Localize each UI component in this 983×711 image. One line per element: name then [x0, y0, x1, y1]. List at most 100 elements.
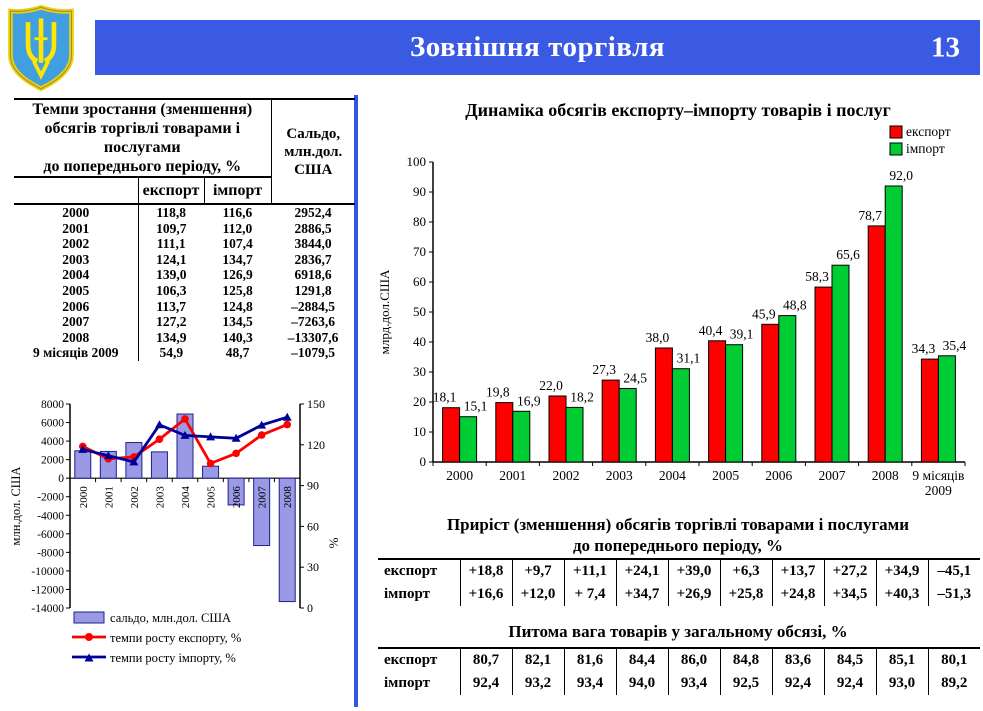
value-cell: +13,7 — [772, 559, 825, 583]
table-row: 2000 118,8 116,6 2952,4 — [14, 204, 355, 221]
export-cell: 118,8 — [156, 205, 187, 220]
export-data-label: 34,3 — [912, 341, 936, 356]
legend-export-swatch — [889, 125, 903, 139]
saldo-cell: 2952,4 — [294, 205, 332, 220]
value-cell: +34,7 — [616, 583, 669, 606]
import-data-label: 18,2 — [570, 389, 594, 404]
export-data-label: 19,8 — [486, 385, 510, 400]
export-bar — [761, 323, 780, 463]
y-tick-label: 20 — [413, 394, 426, 409]
goods-share-table-title: Питома вага товарів у загальному обсязі,… — [508, 622, 848, 641]
y2-tick-label: 30 — [307, 560, 319, 574]
import-data-label: 35,4 — [943, 338, 967, 353]
x-tick-label: 2000 — [446, 468, 473, 483]
goods-share-table: експорт 80,7 82,1 81,6 84,4 86,0 84,8 83,6 84,5 8… — [378, 647, 980, 695]
export-data-label: 45,9 — [752, 306, 776, 321]
circle-marker — [155, 435, 164, 444]
import-bar — [618, 388, 637, 463]
value-cell: 94,0 — [616, 672, 669, 695]
export-cell: 127,2 — [156, 314, 187, 330]
period-cell: 2001 — [14, 220, 139, 237]
import-cell: 112,0 — [222, 220, 253, 236]
period-cell: 2007 — [14, 314, 139, 330]
export-data-label: 27,3 — [592, 362, 616, 377]
period-cell: 2005 — [14, 282, 139, 299]
saldo-bar — [253, 477, 271, 547]
legend-import-swatch — [889, 142, 903, 156]
period-cell: 2003 — [14, 251, 139, 268]
import-cell: 125,8 — [222, 282, 253, 298]
growth-rate-table: експорт +18,8 +9,7 +11,1 +24,1 +39,0 +6,3 +13,7… — [378, 558, 980, 606]
value-cell: 82,1 — [512, 648, 565, 672]
import-bar — [778, 315, 797, 463]
period-cell: 2006 — [14, 298, 139, 315]
period-cell: 2004 — [14, 267, 139, 283]
header-bar: Зовнішня торгівля 13 — [95, 20, 980, 75]
value-cell: 85,1 — [876, 648, 929, 672]
growth-rate-table-title: Приріст (зменшення) обсягів торгівлі тов… — [446, 515, 910, 555]
x-tick-label: 2008 — [282, 486, 294, 509]
value-cell: 92,4 — [772, 672, 825, 695]
saldo-cell: –7263,6 — [291, 314, 335, 330]
import-data-label: 24,5 — [623, 371, 647, 386]
export-bar — [442, 407, 461, 463]
y2-axis-label: % — [326, 537, 341, 548]
triangle-marker — [206, 432, 216, 441]
export-cell: 134,9 — [156, 329, 187, 345]
circle-marker — [206, 459, 215, 468]
export-bar — [601, 379, 620, 463]
import-bar — [831, 264, 850, 463]
saldo-cell: 2836,7 — [294, 251, 332, 267]
y-tick-label: 100 — [407, 154, 427, 169]
value-cell: +24,1 — [616, 559, 669, 583]
import-data-label: 15,1 — [464, 399, 488, 414]
row-label: імпорт — [378, 672, 461, 695]
import-data-label: 92,0 — [889, 168, 913, 183]
import-bar — [565, 406, 584, 463]
y-tick-label: 6000 — [41, 418, 64, 430]
value-cell: +16,6 — [460, 583, 513, 606]
saldo-cell: 6918,6 — [294, 267, 332, 283]
saldo-growth-combo-chart: 8000 6000 4000 2000 0 -2000 -4000 -6000 -8000 -10… — [9, 397, 341, 665]
circle-marker — [181, 415, 189, 423]
export-cell: 139,0 — [156, 267, 187, 283]
y2-tick-label: 150 — [307, 397, 325, 411]
table-row: експорт 80,7 82,1 81,6 84,4 86,0 84,8 83,6 84,5 8… — [378, 648, 980, 672]
saldo-cell: 2886,5 — [294, 220, 332, 236]
y-tick-label: 70 — [413, 244, 426, 259]
x-tick-label: 2005 — [712, 468, 739, 483]
x-tick-label: 2008 — [872, 468, 899, 483]
table-row: 2002 111,1 107,4 3844,0 — [14, 236, 355, 252]
table-row: 2005 106,3 125,8 1291,8 — [14, 282, 355, 299]
x-tick-label: 2006 — [765, 468, 792, 483]
import-bar — [937, 355, 956, 463]
saldo-cell: –2884,5 — [291, 298, 335, 314]
import-bar — [671, 368, 690, 463]
import-cell: 126,9 — [222, 267, 253, 283]
y-axis-label: млрд.дол.США — [377, 269, 392, 354]
period-cell: 9 місяців 2009 — [14, 345, 139, 361]
saldo-bar — [202, 465, 220, 479]
x-tick-label: 2001 — [499, 468, 526, 483]
triangle-marker — [103, 451, 113, 460]
value-cell: +18,8 — [460, 559, 513, 583]
value-cell: 93,4 — [564, 672, 617, 695]
legend-export-marker — [85, 633, 93, 641]
period-cell: 2002 — [14, 236, 139, 252]
y-tick-label: -14000 — [31, 603, 64, 615]
export-data-label: 18,1 — [433, 390, 457, 405]
value-cell: 84,8 — [720, 648, 773, 672]
table-row: імпорт +16,6 +12,0 + 7,4 +34,7 +26,9 +25,8 +24,… — [378, 583, 980, 606]
period-cell: 2008 — [14, 329, 139, 346]
growth-rates-table: Темпи зростання (зменшення) обсягів торгі… — [14, 98, 355, 361]
y-tick-label: 50 — [413, 304, 426, 319]
value-cell: 83,6 — [772, 648, 825, 672]
import-data-label: 39,1 — [730, 327, 754, 342]
y2-tick-label: 0 — [307, 601, 313, 615]
x-tick-label: 9 місяців — [912, 468, 964, 483]
legend-import-marker — [84, 653, 94, 662]
y-tick-label: 90 — [413, 184, 426, 199]
legend-label: темпи росту імпорту, % — [110, 651, 236, 665]
triangle-marker — [282, 412, 292, 421]
saldo-bar — [227, 477, 245, 506]
